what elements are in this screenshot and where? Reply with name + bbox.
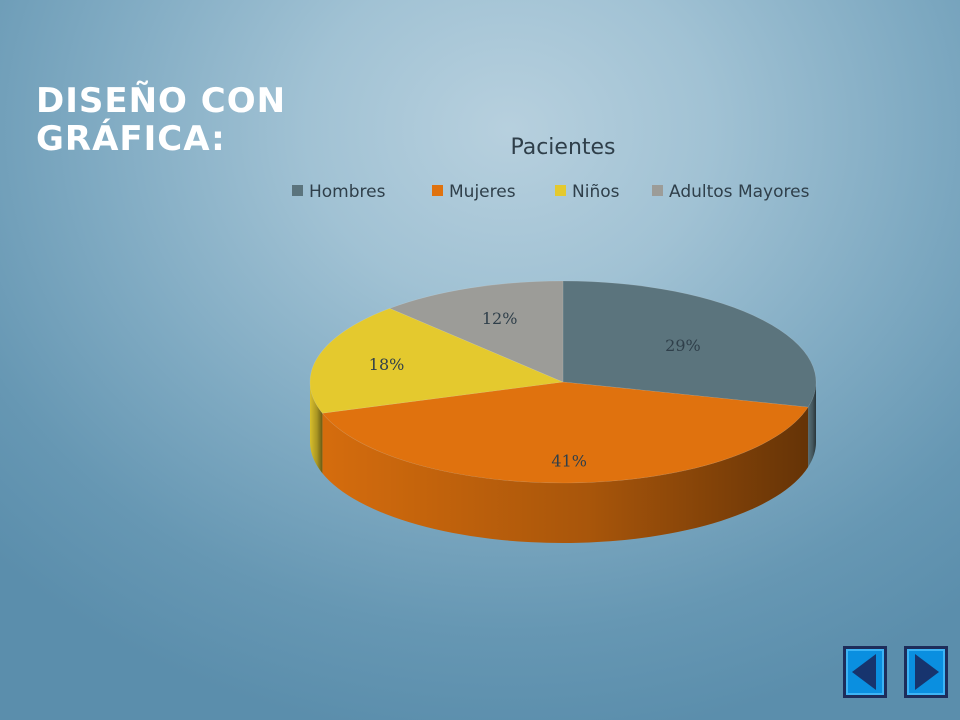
- pie-slices: [309, 280, 817, 484]
- left-triangle-icon: [852, 654, 876, 690]
- legend-swatch-3: [652, 185, 663, 196]
- legend-label-1: Mujeres: [449, 182, 516, 202]
- previous-slide-button[interactable]: [843, 646, 887, 698]
- pie-slice-2: [309, 308, 565, 414]
- chart-title: Pacientes: [510, 135, 615, 160]
- data-label-2: 18%: [369, 355, 405, 374]
- pie-slice-0: [562, 280, 817, 408]
- slide-title: DISEÑO CON GRÁFICA:: [36, 81, 287, 159]
- pie-slice-3: [389, 280, 564, 383]
- legend-swatch-0: [292, 185, 303, 196]
- chart-legend: Hombres Mujeres Niños Adultos Mayores: [292, 182, 810, 202]
- data-label-0: 29%: [665, 336, 701, 355]
- pie-side-shade-1: [322, 407, 809, 543]
- legend-swatch-2: [555, 185, 566, 196]
- pie-slice-1: [321, 381, 809, 484]
- legend-label-0: Hombres: [309, 182, 386, 202]
- pie-3d-sides: [310, 382, 816, 543]
- legend-label-2: Niños: [572, 182, 620, 202]
- data-label-1: 41%: [551, 452, 587, 471]
- legend-swatch-1: [432, 185, 443, 196]
- pie-data-labels: 29% 41% 18% 12%: [369, 309, 701, 471]
- data-label-3: 12%: [482, 309, 518, 328]
- pie-side-shade-0: [808, 382, 816, 468]
- next-slide-button[interactable]: [904, 646, 948, 698]
- legend-label-3: Adultos Mayores: [669, 182, 810, 202]
- pie-side-shade-2: [310, 382, 323, 474]
- right-triangle-icon: [915, 654, 939, 690]
